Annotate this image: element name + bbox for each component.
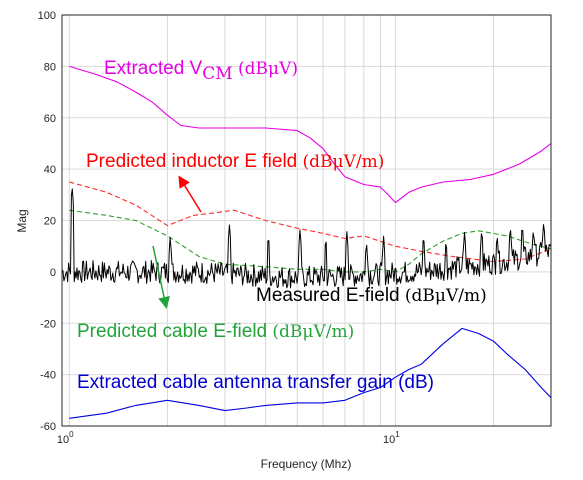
y-tick-label: 80 [44, 61, 56, 73]
series-line-inductor [69, 181, 551, 263]
x-tick-labels: 100 101 [57, 430, 400, 446]
x-tick-label: 101 [383, 430, 400, 446]
annotation-measured: Measured E-field (dBμV/m) [256, 285, 487, 306]
y-tick-label: 60 [44, 113, 56, 125]
y-tick-label: 20 [44, 216, 56, 228]
series-line-antenna [69, 327, 551, 419]
series-line-measured [62, 188, 551, 289]
plot-frame [61, 14, 552, 427]
y-tick-label: 40 [44, 164, 56, 176]
y-tick-label: -20 [40, 318, 56, 330]
y-tick-label: -60 [40, 421, 56, 433]
y-tick-labels: -60 -40 -20 0 20 40 60 80 100 [38, 10, 56, 433]
annotation-inductor: Predicted inductor E field (dBμV/m) [86, 151, 384, 172]
inductor-arrow [178, 175, 202, 213]
annotation-antenna: Extracted cable antenna transfer gain (d… [77, 372, 434, 393]
annotation-vcm: Extracted VCM (dBμV) [104, 58, 298, 84]
y-tick-label: 0 [50, 267, 56, 279]
y-tick-label: 100 [38, 10, 56, 22]
annotation-cable: Predicted cable E-field (dBμV/m) [77, 321, 354, 342]
y-axis-label: Mag [15, 209, 29, 232]
series-layer [62, 65, 551, 419]
series-line-vcm [69, 65, 551, 204]
x-axis-label: Frequency (Mhz) [261, 457, 352, 471]
cable-arrow [152, 245, 170, 309]
y-tick-label: -40 [40, 370, 56, 382]
x-tick-label: 100 [57, 430, 74, 446]
